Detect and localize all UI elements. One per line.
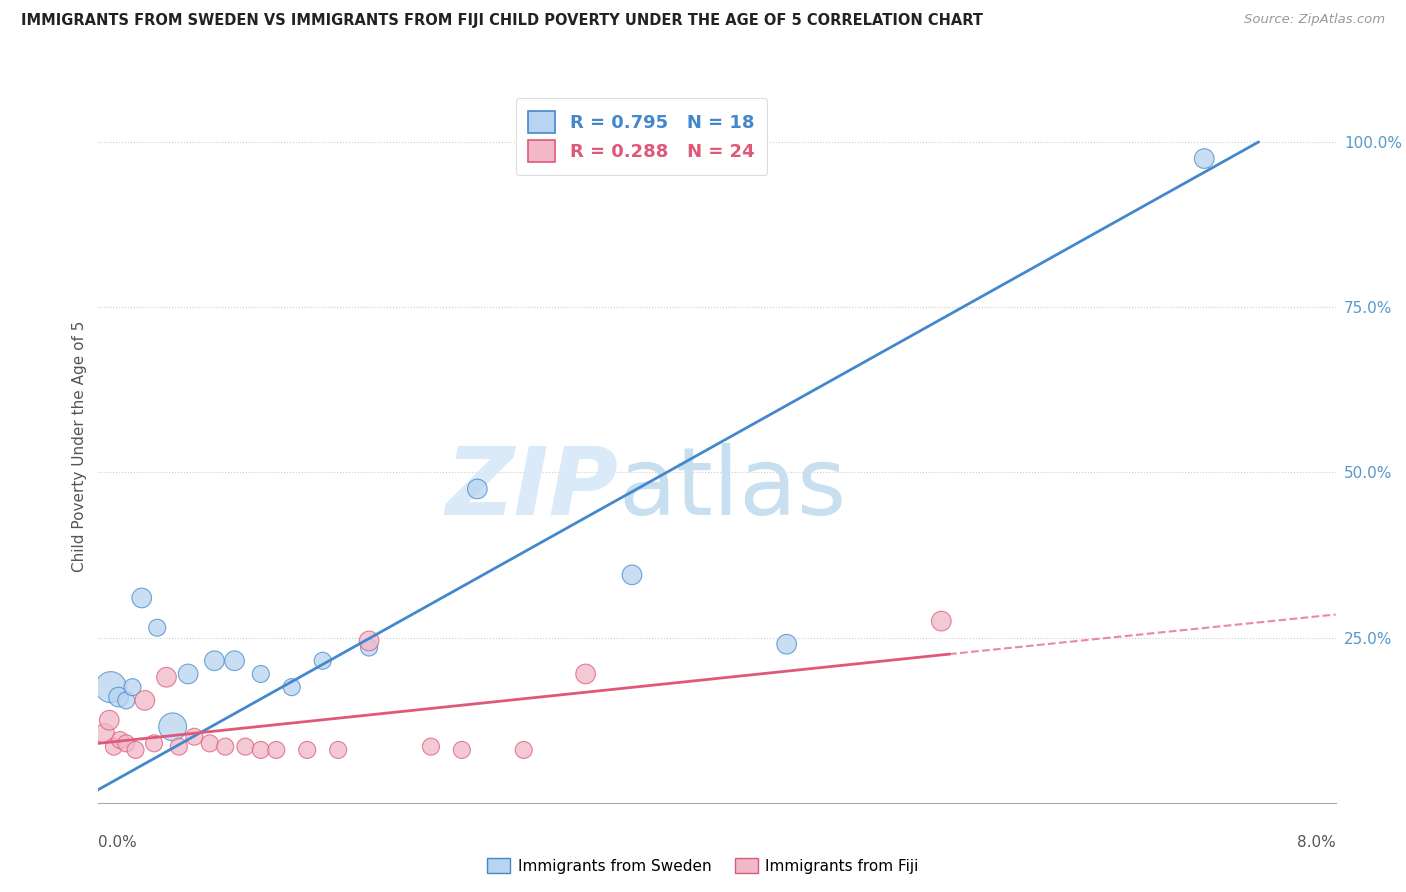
Point	[513, 743, 536, 757]
Point	[451, 743, 474, 757]
Point	[100, 680, 122, 694]
Point	[98, 713, 121, 727]
Point	[124, 743, 146, 757]
Y-axis label: Child Poverty Under the Age of 5: Child Poverty Under the Age of 5	[72, 320, 87, 572]
Point	[297, 743, 319, 757]
Text: Source: ZipAtlas.com: Source: ZipAtlas.com	[1244, 13, 1385, 27]
Point	[326, 743, 350, 757]
Point	[143, 736, 166, 750]
Point	[93, 726, 115, 740]
Point	[357, 634, 380, 648]
Point	[198, 736, 221, 750]
Point	[167, 739, 190, 754]
Point	[204, 654, 226, 668]
Point	[103, 739, 125, 754]
Text: ZIP: ZIP	[446, 442, 619, 535]
Point	[224, 654, 246, 668]
Point	[162, 720, 184, 734]
Text: atlas: atlas	[619, 442, 846, 535]
Point	[1192, 152, 1215, 166]
Point	[121, 680, 143, 694]
Text: IMMIGRANTS FROM SWEDEN VS IMMIGRANTS FROM FIJI CHILD POVERTY UNDER THE AGE OF 5 : IMMIGRANTS FROM SWEDEN VS IMMIGRANTS FRO…	[21, 13, 983, 29]
Point	[146, 621, 169, 635]
Point	[155, 670, 177, 684]
Point	[357, 640, 380, 655]
Point	[183, 730, 205, 744]
Point	[264, 743, 288, 757]
Point	[621, 567, 644, 582]
Legend: Immigrants from Sweden, Immigrants from Fiji: Immigrants from Sweden, Immigrants from …	[481, 852, 925, 880]
Legend: R = 0.795   N = 18, R = 0.288   N = 24: R = 0.795 N = 18, R = 0.288 N = 24	[516, 98, 768, 175]
Point	[131, 591, 153, 605]
Point	[134, 693, 156, 707]
Point	[467, 482, 489, 496]
Point	[776, 637, 799, 651]
Point	[250, 667, 273, 681]
Point	[115, 736, 138, 750]
Point	[312, 654, 335, 668]
Point	[214, 739, 236, 754]
Point	[250, 743, 273, 757]
Point	[107, 690, 129, 704]
Point	[177, 667, 200, 681]
Point	[575, 667, 598, 681]
Point	[235, 739, 257, 754]
Point	[420, 739, 443, 754]
Point	[931, 614, 953, 628]
Point	[115, 693, 138, 707]
Text: 0.0%: 0.0%	[98, 835, 138, 850]
Text: 8.0%: 8.0%	[1296, 835, 1336, 850]
Point	[108, 733, 131, 747]
Point	[281, 680, 304, 694]
